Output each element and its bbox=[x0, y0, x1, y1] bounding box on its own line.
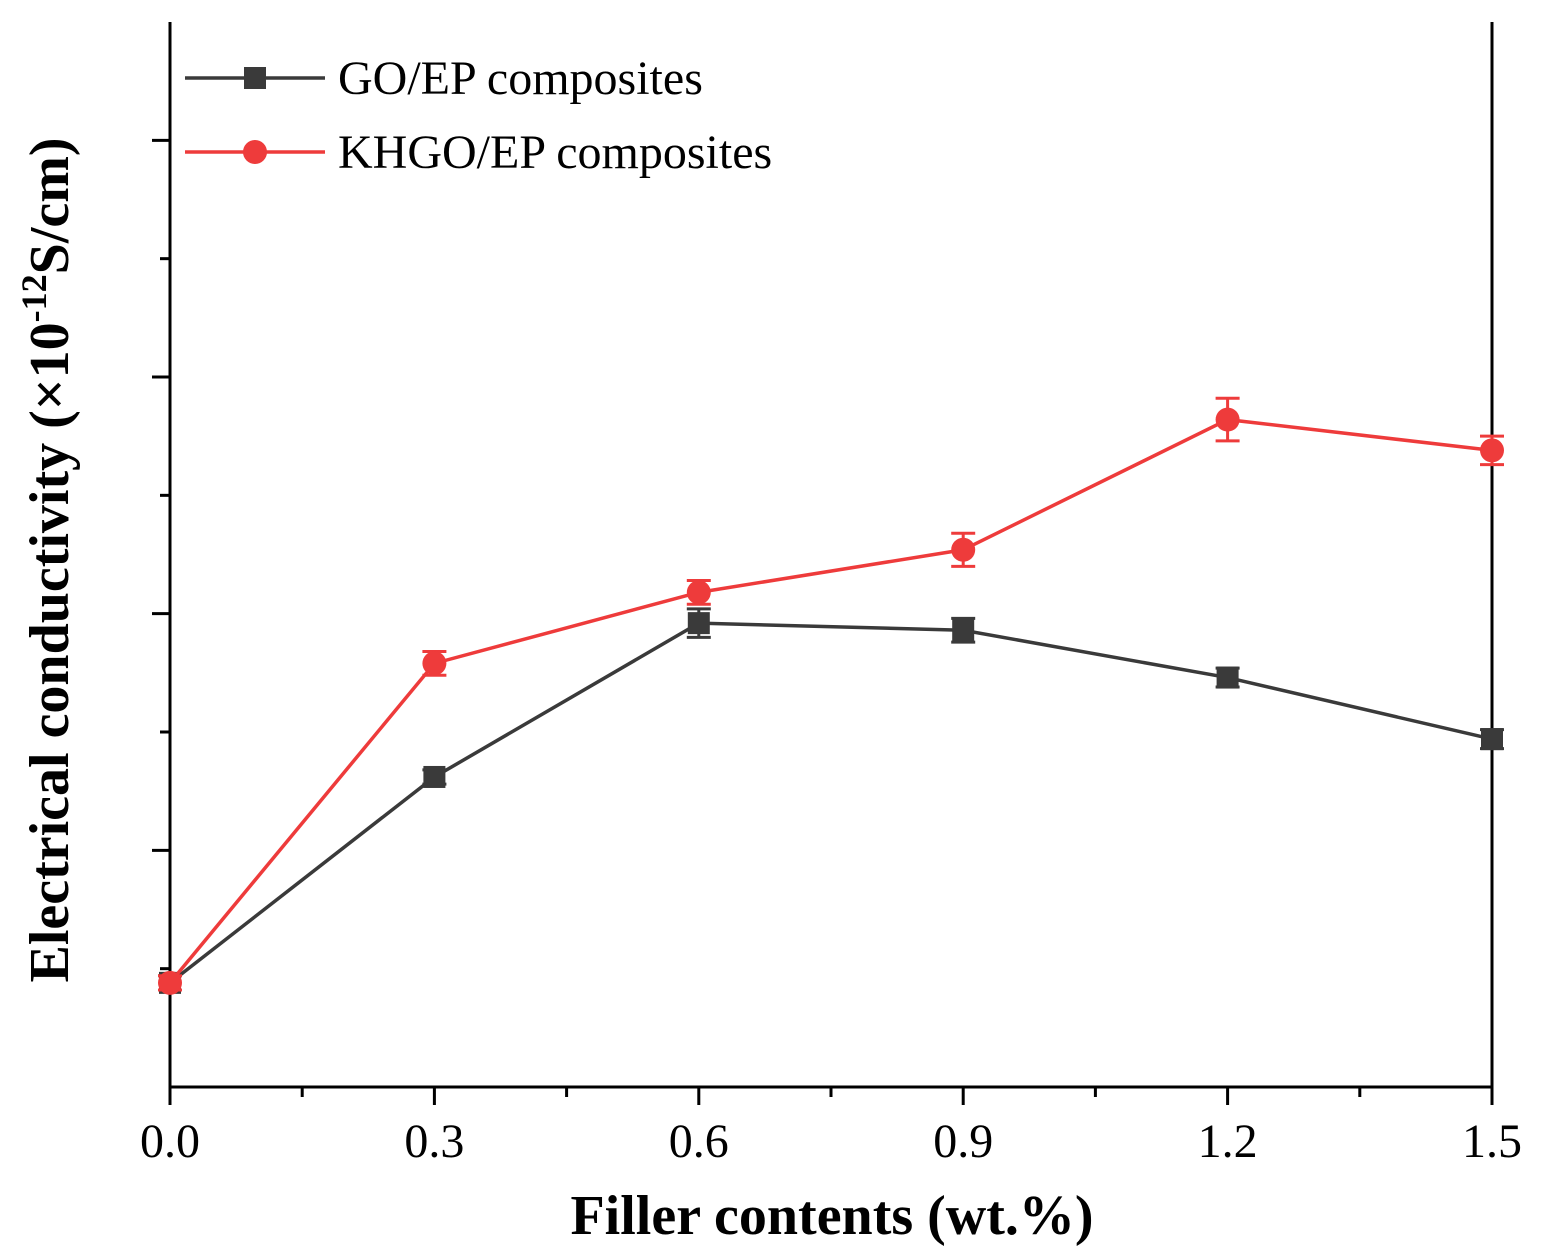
y-axis-title-main: Electrical conductivity (×10 bbox=[19, 322, 81, 982]
legend-marker-circle bbox=[243, 140, 267, 164]
series-khgo-ep bbox=[158, 396, 1504, 995]
data-point-square bbox=[423, 765, 446, 788]
x-tick-label: 0.0 bbox=[140, 1115, 200, 1168]
series-layer bbox=[158, 396, 1504, 995]
x-tick-label: 1.5 bbox=[1462, 1115, 1522, 1168]
x-tick-label: 0.6 bbox=[669, 1115, 729, 1168]
legend-item: GO/EP composites bbox=[185, 52, 703, 105]
data-point-circle bbox=[158, 970, 182, 995]
series-go-ep bbox=[158, 607, 1504, 994]
x-tick-label: 0.3 bbox=[404, 1115, 464, 1168]
legend-item: KHGO/EP composites bbox=[185, 126, 772, 179]
legend-marker-square bbox=[244, 67, 266, 89]
legend: GO/EP composites KHGO/EP composites bbox=[185, 52, 772, 179]
data-point-circle bbox=[1480, 438, 1504, 463]
data-point-square bbox=[687, 612, 710, 635]
legend-label: GO/EP composites bbox=[338, 52, 703, 105]
data-point-square bbox=[1481, 728, 1503, 751]
x-tick-label: 0.9 bbox=[933, 1115, 993, 1168]
data-point-square bbox=[952, 619, 975, 642]
data-point-square bbox=[1216, 666, 1239, 689]
data-point-circle bbox=[686, 580, 711, 605]
y-axis-title-exponent: -12 bbox=[14, 274, 54, 322]
series-line bbox=[168, 417, 1493, 984]
axes: 0.0 0.3 0.6 0.9 1.2 1.5 bbox=[140, 22, 1522, 1168]
y-axis-title-unit: S/cm) bbox=[19, 137, 81, 274]
data-point-circle bbox=[1215, 407, 1240, 432]
x-tick-label: 1.2 bbox=[1198, 1115, 1258, 1168]
series-line bbox=[168, 621, 1493, 985]
data-point-circle bbox=[951, 537, 976, 562]
y-axis-title: Electrical conductivity (×10-12S/cm) bbox=[14, 137, 81, 982]
x-axis-title: Filler contents (wt.%) bbox=[570, 1185, 1093, 1247]
data-point-circle bbox=[422, 651, 447, 676]
legend-label: KHGO/EP composites bbox=[338, 126, 772, 179]
